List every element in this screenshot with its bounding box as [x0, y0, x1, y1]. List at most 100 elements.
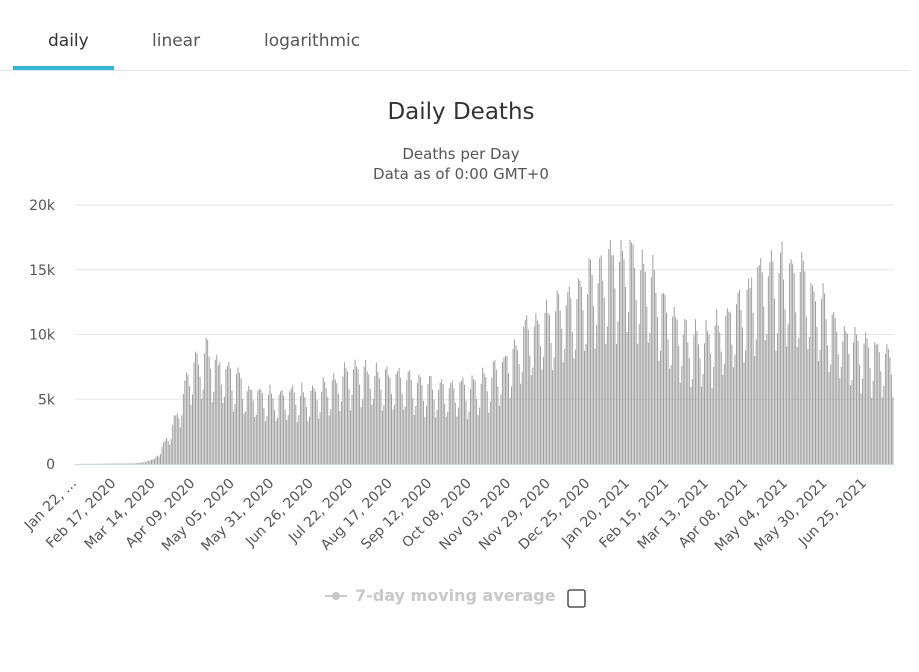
bar [751, 277, 753, 464]
bar [216, 354, 218, 464]
bar [328, 415, 330, 464]
bar [179, 427, 181, 464]
bar [301, 382, 303, 464]
bar [778, 272, 780, 464]
bar [558, 293, 560, 464]
bar [634, 267, 636, 464]
bar [392, 409, 394, 464]
bar [429, 376, 430, 464]
bar [170, 439, 172, 464]
bar [280, 391, 282, 464]
bar [389, 378, 391, 464]
tab-linear[interactable]: linear [152, 31, 201, 51]
bar [316, 400, 318, 464]
bar [808, 336, 810, 464]
bar [824, 293, 826, 464]
bar [503, 357, 505, 464]
bar [363, 366, 365, 464]
bar [492, 361, 494, 464]
bar [615, 344, 617, 464]
bar [488, 412, 490, 464]
bar [707, 330, 709, 464]
bar [863, 343, 865, 464]
bar [236, 373, 237, 464]
bar [467, 418, 468, 464]
bar [199, 376, 201, 464]
bar [318, 418, 320, 464]
moving-average-checkbox[interactable] [567, 589, 586, 608]
bar [509, 397, 511, 464]
bar [574, 349, 576, 464]
bar [571, 332, 573, 464]
bar [357, 369, 359, 464]
bar [789, 263, 791, 464]
bar [123, 463, 125, 464]
bar [810, 283, 812, 464]
bar [609, 239, 611, 464]
bar [274, 410, 275, 464]
bar [219, 362, 221, 464]
bar [555, 311, 557, 464]
bar [299, 396, 301, 464]
bar [688, 358, 690, 464]
bar [302, 392, 304, 464]
y-tick-label: 0 [46, 457, 55, 473]
bar [611, 255, 613, 464]
bar [277, 417, 279, 464]
x-tick-label: Apr 08, 2021 [676, 476, 752, 552]
bar [473, 379, 475, 464]
bar [439, 382, 441, 464]
bar [223, 396, 225, 464]
bar [612, 255, 614, 464]
bar [508, 373, 509, 464]
bar [521, 372, 523, 464]
bar [667, 339, 669, 464]
bar [629, 239, 631, 464]
bar [543, 356, 544, 464]
bar [447, 411, 449, 464]
bar [384, 369, 386, 464]
bar [822, 283, 824, 464]
bar [213, 391, 215, 464]
bar [754, 356, 756, 464]
bar [777, 333, 778, 464]
bar [201, 398, 203, 464]
bar [669, 368, 671, 464]
bar [851, 380, 853, 464]
bar [193, 362, 195, 464]
bar [292, 385, 294, 464]
bar [331, 380, 333, 464]
bar [514, 339, 516, 464]
tab-daily[interactable]: daily [48, 31, 89, 51]
bar [535, 313, 537, 464]
bar [605, 344, 607, 464]
bar [653, 270, 655, 464]
bar [485, 377, 487, 464]
bar [284, 409, 286, 464]
bar [372, 398, 374, 464]
bar [491, 377, 493, 464]
bar [459, 382, 461, 464]
bar [343, 362, 345, 464]
bar [407, 372, 409, 464]
bar [691, 378, 693, 464]
bar [536, 320, 538, 464]
bar [164, 440, 166, 464]
bar [388, 375, 389, 464]
bar [763, 306, 765, 464]
bar [278, 394, 280, 464]
bar [821, 299, 822, 464]
bar [580, 287, 582, 464]
bar [723, 363, 725, 464]
bar [304, 397, 306, 464]
bar [539, 346, 541, 464]
bar [728, 311, 730, 464]
bar [404, 406, 406, 464]
bar [141, 462, 143, 464]
bar [263, 408, 265, 464]
legend-item-moving-average[interactable]: 7-day moving average [325, 586, 556, 605]
tab-logarithmic[interactable]: logarithmic [264, 31, 361, 51]
bar [267, 395, 269, 464]
bar [462, 377, 464, 464]
bar [137, 463, 139, 464]
